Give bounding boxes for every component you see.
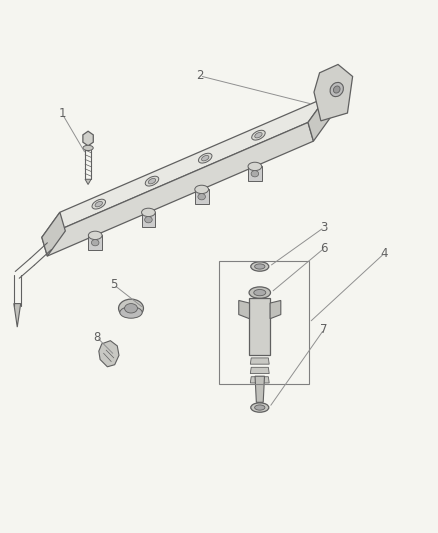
Polygon shape [42, 98, 326, 237]
Polygon shape [42, 212, 65, 256]
Ellipse shape [255, 132, 262, 138]
Text: 2: 2 [196, 69, 203, 82]
Bar [219, 261, 309, 384]
Ellipse shape [249, 287, 271, 298]
Ellipse shape [145, 216, 152, 223]
Text: 5: 5 [110, 278, 117, 291]
Text: 8: 8 [93, 330, 100, 343]
Ellipse shape [148, 179, 155, 184]
Ellipse shape [254, 289, 266, 296]
Ellipse shape [248, 162, 262, 171]
Ellipse shape [251, 262, 269, 271]
Polygon shape [251, 367, 269, 374]
Ellipse shape [145, 176, 159, 186]
Ellipse shape [195, 185, 208, 193]
Ellipse shape [124, 304, 138, 313]
Text: 7: 7 [321, 322, 328, 336]
Text: 3: 3 [321, 221, 328, 234]
Ellipse shape [141, 208, 155, 216]
Polygon shape [85, 179, 91, 184]
Ellipse shape [201, 156, 209, 161]
Polygon shape [251, 358, 269, 364]
Ellipse shape [251, 171, 259, 177]
Ellipse shape [92, 239, 99, 246]
Ellipse shape [333, 86, 340, 93]
Polygon shape [99, 341, 119, 367]
Polygon shape [251, 377, 269, 383]
Ellipse shape [330, 83, 343, 96]
Text: 4: 4 [381, 247, 388, 260]
Ellipse shape [92, 199, 106, 209]
Polygon shape [141, 212, 155, 227]
Polygon shape [250, 298, 270, 356]
Text: 1: 1 [59, 108, 66, 120]
Ellipse shape [252, 130, 265, 140]
Polygon shape [14, 304, 21, 327]
Polygon shape [270, 301, 281, 319]
Polygon shape [314, 64, 353, 121]
Polygon shape [239, 301, 250, 319]
Ellipse shape [120, 306, 142, 318]
Polygon shape [88, 236, 102, 250]
Ellipse shape [83, 146, 93, 150]
Ellipse shape [95, 201, 102, 207]
Polygon shape [308, 98, 332, 141]
Text: 6: 6 [321, 242, 328, 255]
Polygon shape [195, 189, 208, 204]
Ellipse shape [119, 299, 144, 318]
Polygon shape [83, 131, 93, 146]
Ellipse shape [198, 154, 212, 163]
Ellipse shape [254, 405, 265, 410]
Ellipse shape [254, 264, 265, 269]
Polygon shape [42, 123, 314, 256]
Ellipse shape [251, 403, 269, 412]
Ellipse shape [88, 231, 102, 239]
Ellipse shape [198, 193, 205, 200]
Polygon shape [248, 166, 262, 181]
Polygon shape [255, 376, 265, 402]
